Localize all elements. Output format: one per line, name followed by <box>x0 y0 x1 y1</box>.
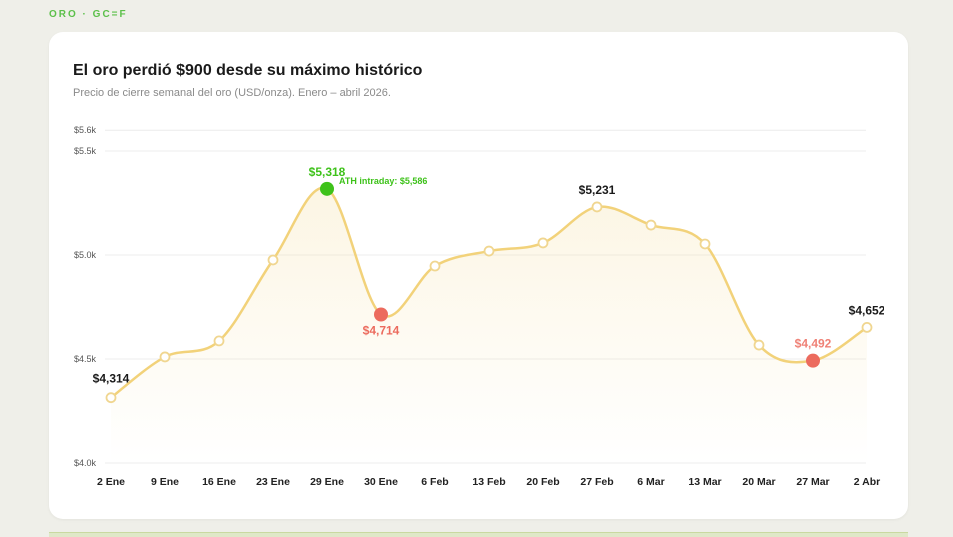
y-tick-label: $5.6k <box>74 125 97 135</box>
data-point <box>267 254 279 266</box>
chart-title: El oro perdió $900 desde su máximo histó… <box>73 62 423 79</box>
y-tick-label: $4.0k <box>74 458 97 468</box>
series-line <box>110 186 868 399</box>
data-label: $4,652 <box>849 303 886 317</box>
x-tick-label: 16 Ene <box>202 476 236 488</box>
y-tick-label: $5.5k <box>74 146 97 156</box>
highlight-point <box>320 181 334 196</box>
highlight-point <box>374 307 388 322</box>
data-label: $4,314 <box>93 372 130 386</box>
next-card-edge <box>49 532 908 537</box>
data-point <box>861 321 873 333</box>
x-tick-label: 2 Abr <box>854 476 880 488</box>
data-label: $4,714 <box>363 323 400 337</box>
data-label: $4,492 <box>795 337 832 351</box>
data-label: $5,318 <box>309 165 346 179</box>
x-tick-label: 20 Feb <box>526 476 559 488</box>
x-tick-label: 9 Ene <box>151 476 179 488</box>
x-tick-label: 13 Mar <box>688 476 721 488</box>
x-tick-label: 6 Feb <box>421 476 448 488</box>
x-tick-label: 30 Ene <box>364 476 398 488</box>
chart-subtitle: Precio de cierre semanal del oro (USD/on… <box>73 87 391 99</box>
data-point <box>105 392 117 404</box>
data-label: $5,231 <box>579 183 616 197</box>
data-point <box>591 201 603 213</box>
x-tick-label: 23 Ene <box>256 476 290 488</box>
data-point <box>429 260 441 272</box>
data-point <box>699 238 711 250</box>
area-fill <box>111 187 867 463</box>
data-point <box>645 219 657 231</box>
y-tick-label: $5.0k <box>74 250 97 260</box>
ticker-kicker: ORO · GC=F <box>49 9 128 20</box>
x-tick-label: 6 Mar <box>637 476 664 488</box>
ath-annotation: ATH intraday: $5,586 <box>339 176 427 186</box>
y-tick-label: $4.5k <box>74 354 97 364</box>
data-point <box>483 245 495 257</box>
x-tick-label: 20 Mar <box>742 476 775 488</box>
data-point <box>753 339 765 351</box>
data-point <box>213 335 225 347</box>
data-point <box>537 237 549 249</box>
x-tick-label: 13 Feb <box>472 476 505 488</box>
x-tick-label: 27 Mar <box>796 476 829 488</box>
data-point <box>159 351 171 363</box>
x-tick-label: 2 Ene <box>97 476 125 488</box>
highlight-point <box>806 353 820 368</box>
x-tick-label: 29 Ene <box>310 476 344 488</box>
x-tick-label: 27 Feb <box>580 476 613 488</box>
